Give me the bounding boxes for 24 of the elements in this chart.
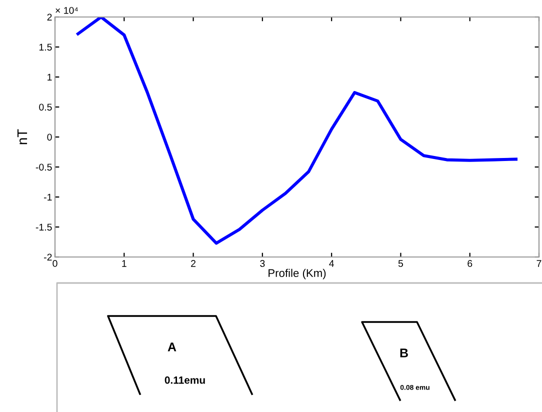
x-tick-label: 4 [329, 260, 334, 267]
x-tick-label: 0 [52, 260, 58, 267]
x-tick-label: 5 [398, 260, 404, 267]
text: B [400, 348, 408, 358]
text: A [168, 342, 176, 352]
y-tick-label: 1.5 [39, 44, 52, 51]
y-tick-label: -1 [44, 194, 52, 201]
y-tick-label: 1 [48, 74, 52, 81]
y-tick-label: 0.5 [39, 104, 52, 111]
x-axis-title: Profile (Km) [268, 268, 326, 280]
x-tick-label: 1 [122, 260, 126, 267]
x-tick-label: 2 [191, 260, 196, 267]
line-series [76, 17, 518, 245]
y-tick-label: -0.5 [36, 164, 52, 171]
y-axis-title: nT [17, 129, 28, 144]
y-tick-label: -1.5 [36, 224, 52, 231]
x-tick-label: 6 [468, 260, 472, 267]
text: 0.11emu [164, 376, 205, 384]
y-tick-label: 2 [47, 14, 52, 21]
x-tick-label: 7 [536, 260, 542, 267]
x-tick-label: 3 [260, 260, 265, 267]
text: × 10⁴ [56, 6, 78, 14]
y-tick-label: 0 [47, 134, 52, 141]
y-tick-label: -2 [44, 254, 52, 261]
